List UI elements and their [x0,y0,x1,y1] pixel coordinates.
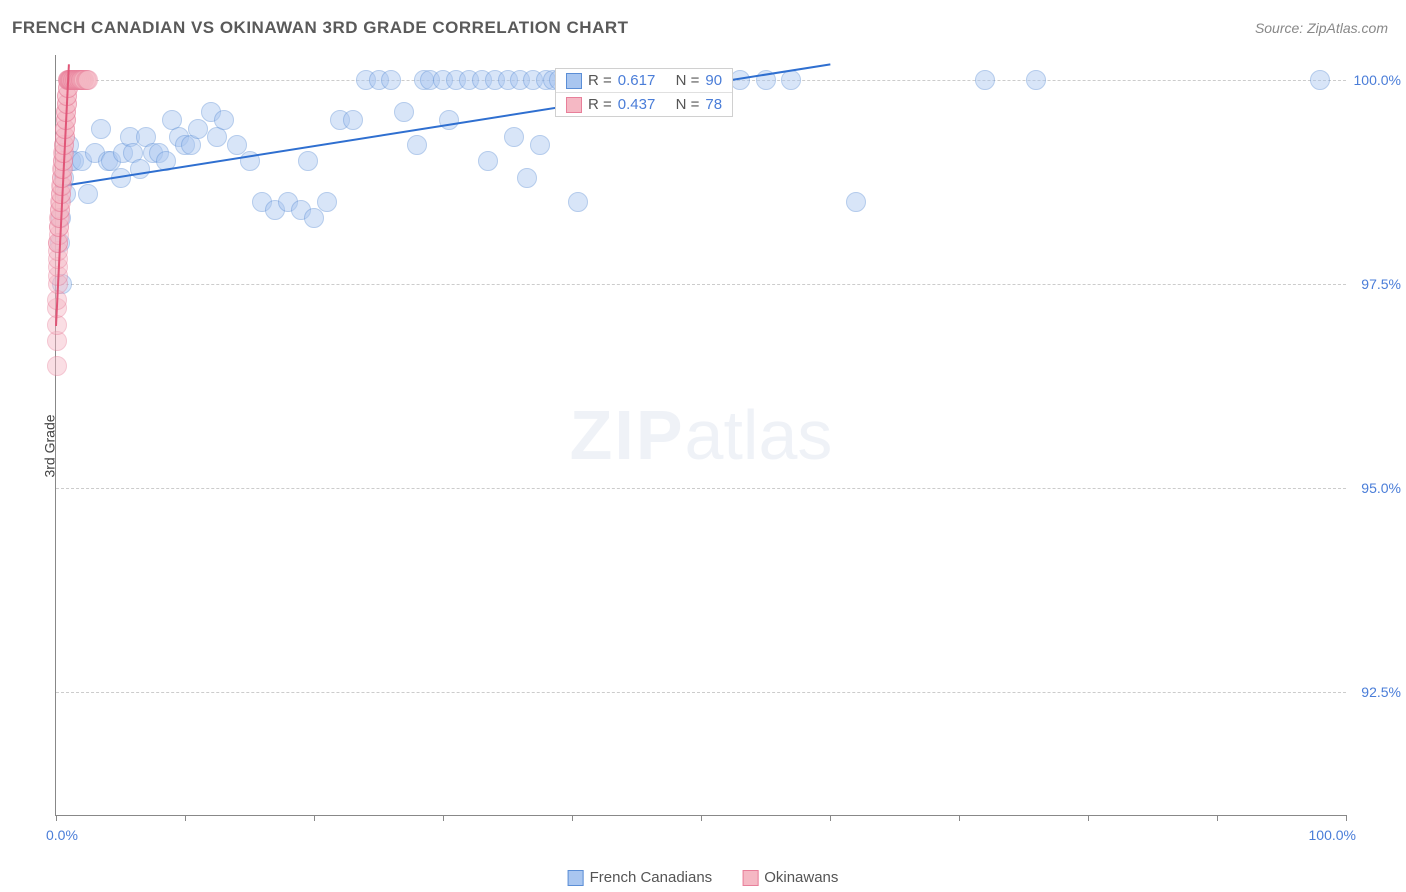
x-tick [1088,815,1089,821]
r-label: R = [588,96,612,113]
scatter-point [975,70,995,90]
x-tick [830,815,831,821]
x-tick [56,815,57,821]
scatter-point [381,70,401,90]
chart-source: Source: ZipAtlas.com [1255,20,1388,36]
scatter-point [317,192,337,212]
x-tick [314,815,315,821]
x-tick [185,815,186,821]
y-tick-label: 92.5% [1351,684,1401,700]
scatter-point [343,110,363,130]
legend-label: French Canadians [590,869,713,886]
swatch-icon [566,73,582,89]
chart-container: FRENCH CANADIAN VS OKINAWAN 3RD GRADE CO… [0,0,1406,892]
scatter-point [214,110,234,130]
scatter-point [846,192,866,212]
chart-title: FRENCH CANADIAN VS OKINAWAN 3RD GRADE CO… [12,18,629,38]
scatter-point [407,135,427,155]
r-value: 0.617 [618,72,656,89]
gridline [56,284,1346,285]
swatch-icon [566,97,582,113]
scatter-point [517,168,537,188]
watermark: ZIPatlas [570,395,833,475]
y-tick-label: 100.0% [1351,72,1401,88]
r-value: 0.437 [618,96,656,113]
legend-label: Okinawans [764,869,838,886]
x-tick [572,815,573,821]
scatter-point [188,119,208,139]
r-label: R = [588,72,612,89]
scatter-point [439,110,459,130]
gridline [56,692,1346,693]
legend-item-french: French Canadians [568,869,713,886]
scatter-point [130,159,150,179]
n-label: N = [676,96,700,113]
scatter-point [91,119,111,139]
scatter-point [1310,70,1330,90]
legend-swatch-icon [742,870,758,886]
legend: French Canadians Okinawans [568,869,839,886]
gridline [56,488,1346,489]
n-label: N = [676,72,700,89]
x-tick-label: 0.0% [46,827,78,843]
scatter-point [304,208,324,228]
stats-row: R = 0.617 N = 90 [556,69,732,93]
legend-swatch-icon [568,870,584,886]
scatter-point [394,102,414,122]
n-value: 78 [705,96,722,113]
stats-box: R = 0.617 N = 90R = 0.437 N = 78 [555,68,733,117]
scatter-point [47,356,67,376]
scatter-point [478,151,498,171]
scatter-point [298,151,318,171]
x-tick [443,815,444,821]
y-tick-label: 97.5% [1351,276,1401,292]
scatter-point [78,70,98,90]
scatter-point [530,135,550,155]
scatter-point [1026,70,1046,90]
scatter-point [78,184,98,204]
stats-row: R = 0.437 N = 78 [556,93,732,116]
y-tick-label: 95.0% [1351,480,1401,496]
plot-area: ZIPatlas 92.5%95.0%97.5%100.0%0.0%100.0% [55,55,1346,816]
x-tick [959,815,960,821]
legend-item-okinawan: Okinawans [742,869,838,886]
n-value: 90 [705,72,722,89]
x-tick [701,815,702,821]
scatter-point [504,127,524,147]
x-tick [1217,815,1218,821]
x-tick-label: 100.0% [1309,827,1356,843]
scatter-point [568,192,588,212]
x-tick [1346,815,1347,821]
